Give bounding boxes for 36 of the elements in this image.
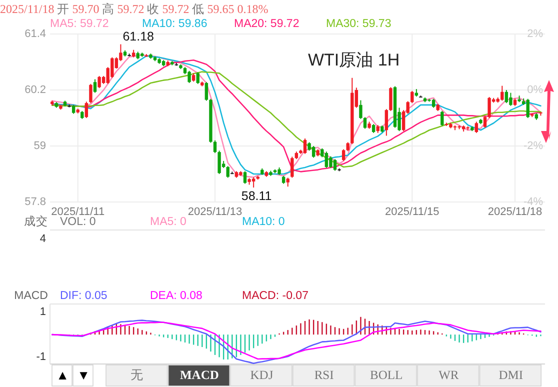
- series-label: DEA: 0.08: [150, 290, 202, 302]
- y-tick-label: 1: [40, 306, 46, 318]
- text: 2025/11/18 开 59.70 高 59.72 收 59.72 低 59.65 0.18%: [0, 2, 268, 16]
- text: WTI原油 1H: [308, 50, 400, 70]
- text: MA10: 0: [242, 216, 285, 228]
- text: 4: [40, 232, 46, 245]
- text: KDJ: [250, 368, 274, 382]
- text: MA20: 59.72: [234, 18, 300, 30]
- text: ▼: [77, 367, 90, 382]
- chart-title: MACD: [14, 290, 48, 302]
- text: MACD: [180, 368, 219, 382]
- x-tick-label: 2025/11/15: [385, 206, 440, 218]
- annotation: 61.18: [122, 30, 154, 44]
- y-tick-label: 57.8: [24, 196, 46, 208]
- x-tick-label: 2025/11/13: [188, 206, 242, 218]
- text: VOL: 0: [60, 216, 96, 228]
- text: MA5: 59.72: [50, 18, 109, 30]
- text: MA10: 59.86: [142, 18, 208, 30]
- text: MA30: 59.73: [326, 18, 392, 30]
- y-tick-label: -1: [36, 351, 46, 364]
- x-tick-label: 2025/11/18: [488, 206, 542, 218]
- text: RSI: [314, 368, 334, 382]
- text: ▲: [56, 367, 69, 382]
- x-tick-label: 2025/11/11: [51, 206, 105, 218]
- y-tick-label: 60.2: [24, 84, 46, 96]
- series-label: MACD: -0.07: [242, 290, 308, 302]
- text: BOLL: [370, 368, 403, 382]
- y-tick-label: 61.4: [24, 28, 46, 40]
- text: WR: [438, 368, 460, 382]
- text: DMI: [498, 368, 524, 382]
- annotation: 58.11: [241, 188, 272, 203]
- y-tick-label: 59: [34, 140, 46, 152]
- text: 无: [130, 368, 144, 382]
- text: 成交: [24, 214, 48, 228]
- text: DIF: 0.05: [60, 290, 108, 302]
- text: MA5: 0: [150, 216, 186, 228]
